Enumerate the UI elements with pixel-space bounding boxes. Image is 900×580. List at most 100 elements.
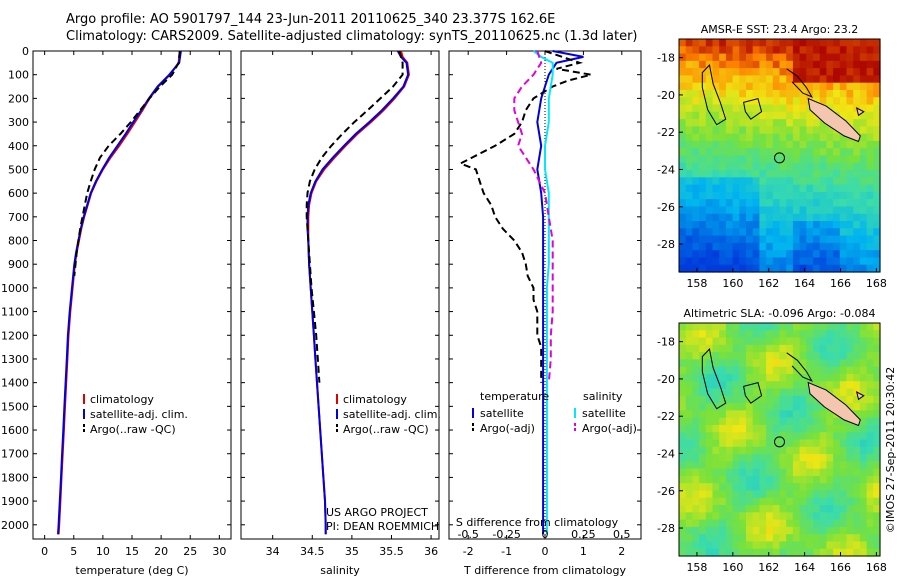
series-line-0-0 — [57, 50, 181, 535]
depth-tick-label-100: 100 — [8, 69, 29, 82]
x-tick-label-1-34: 34 — [266, 545, 280, 558]
depth-tick-label-1200: 1200 — [1, 329, 29, 342]
depth-tick-label-1000: 1000 — [1, 282, 29, 295]
x-tick-label-2-1: 1 — [580, 545, 587, 558]
series-line-2-1 — [458, 50, 592, 383]
argo-position-marker-3 — [774, 152, 785, 164]
x-axis-label-1: salinity — [320, 564, 360, 577]
reef-contour-3 — [701, 64, 727, 126]
legend-heading-salinity: salinity — [583, 390, 623, 403]
depth-tick-label-2000: 2000 — [1, 519, 29, 532]
depth-tick-label-1500: 1500 — [1, 400, 29, 413]
x-tick-label-0-25: 25 — [183, 545, 197, 558]
x-tick-label-2--2: -2 — [463, 545, 474, 558]
depth-tick-label-0: 0 — [22, 45, 29, 58]
map-x-tick-label-4-162: 162 — [758, 561, 779, 574]
reef-contour-c-4 — [786, 352, 813, 382]
island-new-caledonia-3 — [807, 97, 861, 143]
legend-label-1-1: satellite-adj. clim. — [343, 408, 441, 421]
x-tick-label-0-20: 20 — [154, 545, 168, 558]
series-line-1-2 — [305, 50, 404, 383]
argo-position-marker-4 — [774, 436, 785, 448]
x-tick-label-1-36: 36 — [424, 545, 438, 558]
depth-tick-label-900: 900 — [8, 258, 29, 271]
map-x-tick-label-3-160: 160 — [722, 277, 743, 290]
series-line-2-0 — [536, 50, 584, 535]
island-loyalty-3 — [855, 107, 865, 117]
map-x-tick-label-3-166: 166 — [830, 277, 851, 290]
header-line-1: Argo profile: AO 5901797_144 23-Jun-2011… — [66, 12, 556, 27]
depth-tick-label-1100: 1100 — [1, 306, 29, 319]
reef-contour-b-3 — [743, 97, 763, 120]
diff-legend-label-0-1: Argo(-adj) — [480, 422, 535, 435]
legend-label-1-0: climatology — [343, 393, 407, 406]
imos-stamp: ©IMOS 27-Sep-2011 20:30:42 — [884, 367, 897, 533]
series-line-0-2 — [73, 50, 181, 277]
x-tick-label-1-35.5: 35.5 — [379, 545, 404, 558]
depth-tick-label-400: 400 — [8, 140, 29, 153]
legend-label-0-0: climatology — [90, 393, 154, 406]
diff-legend-label-1-1: Argo(-adj) — [582, 422, 637, 435]
top-tick-label-3: 0.25 — [571, 528, 596, 541]
depth-tick-label-1300: 1300 — [1, 353, 29, 366]
diff-legend-label-0-0: satellite — [480, 407, 524, 420]
x-tick-label-0-5: 5 — [70, 545, 77, 558]
map-panel-3 — [678, 38, 881, 273]
series-line-2-3 — [513, 50, 554, 383]
depth-tick-label-200: 200 — [8, 92, 29, 105]
top-tick-label-0: -0.5 — [457, 528, 478, 541]
x-axis-label-0: temperature (deg C) — [75, 564, 188, 577]
top-tick-label-2: 0 — [542, 528, 549, 541]
header-line-2: Climatology: CARS2009. Satellite-adjuste… — [66, 29, 638, 44]
depth-tick-label-1900: 1900 — [1, 495, 29, 508]
depth-tick-label-1400: 1400 — [1, 377, 29, 390]
x-axis-label-2: T difference from climatology — [463, 564, 626, 577]
map-title-3: AMSR-E SST: 23.4 Argo: 23.2 — [701, 23, 859, 36]
x-tick-label-0-15: 15 — [125, 545, 139, 558]
profile-panel-1 — [240, 50, 440, 540]
depth-tick-label-600: 600 — [8, 187, 29, 200]
x-tick-label-0-10: 10 — [96, 545, 110, 558]
reef-contour-4 — [701, 348, 727, 410]
x-tick-label-2-2: 2 — [618, 545, 625, 558]
map-x-tick-label-4-160: 160 — [722, 561, 743, 574]
reef-contour-c-3 — [786, 68, 813, 98]
series-line-2-2 — [532, 50, 554, 535]
map-field-4 — [679, 323, 881, 557]
top-tick-label-1: -0.25 — [492, 528, 520, 541]
map-y-tick-label-3--22: -22 — [657, 126, 675, 139]
x-tick-label-2--1: -1 — [501, 545, 512, 558]
reef-contour-b-4 — [743, 381, 763, 404]
depth-tick-label-1600: 1600 — [1, 424, 29, 437]
series-line-1-0 — [307, 50, 410, 535]
island-new-caledonia-4 — [807, 381, 861, 427]
map-y-tick-label-4--20: -20 — [657, 373, 675, 386]
map-x-tick-label-3-158: 158 — [686, 277, 707, 290]
depth-tick-label-1800: 1800 — [1, 471, 29, 484]
credit-pi: PI: DEAN ROEMMICH — [326, 520, 439, 533]
map-y-tick-label-4--24: -24 — [657, 447, 675, 460]
depth-tick-label-500: 500 — [8, 163, 29, 176]
x-tick-label-1-35: 35 — [345, 545, 359, 558]
map-y-tick-label-4--18: -18 — [657, 336, 675, 349]
map-title-4: Altimetric SLA: -0.096 Argo: -0.084 — [684, 307, 876, 320]
map-field-3 — [679, 39, 881, 273]
map-y-tick-label-3--24: -24 — [657, 163, 675, 176]
legend-label-0-2: Argo(..raw -QC) — [90, 423, 176, 436]
legend-label-1-2: Argo(..raw -QC) — [343, 423, 429, 436]
series-line-1-1 — [306, 50, 410, 535]
map-y-tick-label-3--18: -18 — [657, 52, 675, 65]
top-axis-label: S difference from climatology — [456, 516, 619, 529]
legend-heading-temperature: temperature — [480, 390, 549, 403]
map-y-tick-label-3--26: -26 — [657, 201, 675, 214]
x-tick-label-1-34.5: 34.5 — [300, 545, 325, 558]
top-tick-label-4: 0.5 — [613, 528, 631, 541]
depth-tick-label-1700: 1700 — [1, 448, 29, 461]
map-panel-4 — [678, 322, 881, 557]
island-loyalty-4 — [855, 391, 865, 401]
map-y-tick-label-4--22: -22 — [657, 410, 675, 423]
map-x-tick-label-4-164: 164 — [794, 561, 815, 574]
map-y-tick-label-3--28: -28 — [657, 238, 675, 251]
legend-label-0-1: satellite-adj. clim. — [90, 408, 188, 421]
